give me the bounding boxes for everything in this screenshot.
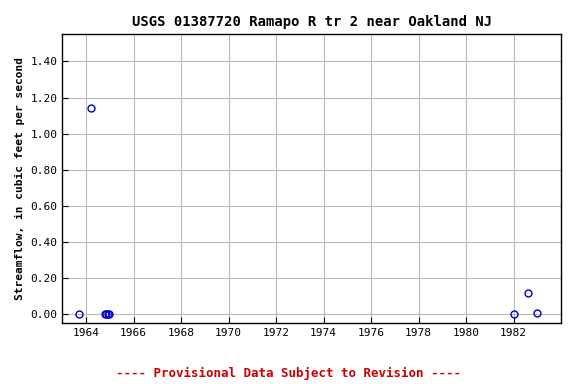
Y-axis label: Streamflow, in cubic feet per second: Streamflow, in cubic feet per second bbox=[15, 57, 25, 300]
Title: USGS 01387720 Ramapo R tr 2 near Oakland NJ: USGS 01387720 Ramapo R tr 2 near Oakland… bbox=[132, 15, 492, 29]
Text: ---- Provisional Data Subject to Revision ----: ---- Provisional Data Subject to Revisio… bbox=[116, 367, 460, 380]
